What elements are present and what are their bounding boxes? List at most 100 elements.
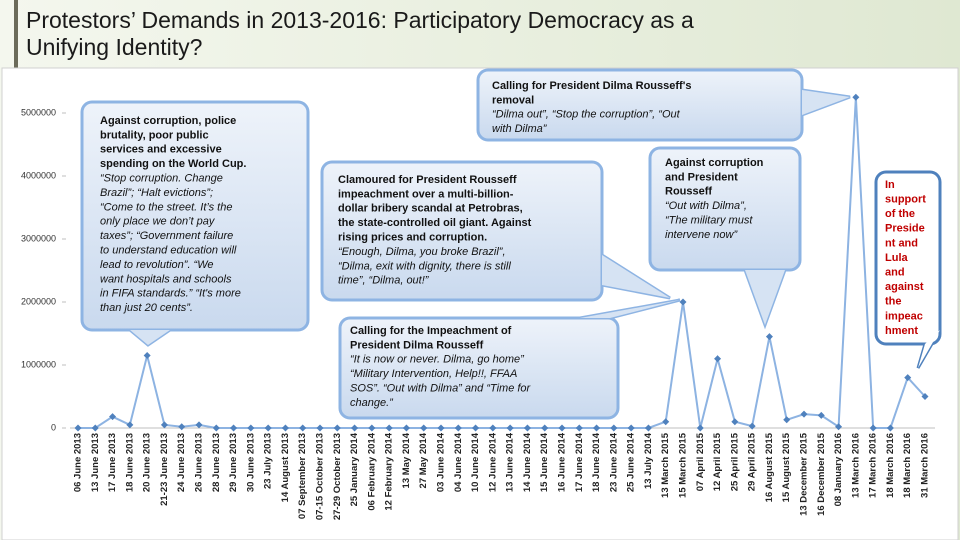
callout-box <box>874 170 942 346</box>
callout-heading: Clamoured for President Rousseff <box>338 174 517 186</box>
x-tick-label: 17 June 2014 <box>574 432 585 492</box>
callout-heading: against <box>885 281 924 293</box>
x-tick-label: 07 September 2013 <box>297 433 308 519</box>
callout-heading: impeachment over a multi-billion- <box>338 188 514 200</box>
data-point <box>575 424 583 432</box>
x-tick-label: 27 May 2014 <box>418 432 429 488</box>
data-point <box>385 424 393 432</box>
x-tick-label: 13 December 2015 <box>799 432 810 516</box>
callout-heading: Against corruption, police <box>100 115 236 127</box>
x-tick-label: 03 June 2014 <box>436 432 447 492</box>
x-tick-label: 15 March 2015 <box>678 432 689 498</box>
data-point <box>91 424 99 432</box>
x-tick-label: 17 June 2013 <box>107 433 118 492</box>
data-point <box>247 424 255 432</box>
x-tick-label: 14 August 2013 <box>280 433 291 502</box>
x-tick-label: 25 January 2014 <box>349 432 360 506</box>
data-point <box>558 424 566 432</box>
callout-heading: President Dilma Rousseff <box>350 339 484 351</box>
callout-heading: the <box>885 296 902 308</box>
data-point <box>437 424 445 432</box>
x-tick-label: 06 February 2014 <box>366 432 377 510</box>
data-point <box>143 352 151 360</box>
callout-quote: “Military Intervention, Help!!, FFAA <box>350 368 517 380</box>
y-tick-label: 1000000 <box>21 359 56 369</box>
callout-quote: Brazil”; “Halt evictions”; <box>100 187 213 199</box>
data-point <box>662 418 670 426</box>
callout-heading: Rousseff <box>665 186 712 198</box>
callout-quote: “It is now or never. Dilma, go home” <box>350 354 525 366</box>
data-point <box>420 424 428 432</box>
data-point <box>506 424 514 432</box>
data-point <box>472 424 480 432</box>
x-tick-label: 17 March 2016 <box>868 433 879 498</box>
data-point <box>264 424 272 432</box>
data-point <box>541 424 549 432</box>
y-tick-label: 0 <box>51 422 56 432</box>
callout-heading: impeac <box>885 310 923 322</box>
x-tick-label: 04 June 2014 <box>453 432 464 492</box>
x-tick-label: 30 June 2013 <box>245 433 256 492</box>
data-point <box>696 424 704 432</box>
callout-quote: “Dilma out”, “Stop the corruption”, “Out <box>492 109 681 121</box>
y-tick-label: 5000000 <box>21 107 56 117</box>
data-point <box>333 424 341 432</box>
callout-heading: brutality, poor public <box>100 129 209 141</box>
callout-quote: in FIFA standards.” “It's more <box>100 288 241 300</box>
y-tick-label: 4000000 <box>21 170 56 180</box>
data-point <box>627 424 635 432</box>
callout-heading: of the <box>885 208 915 220</box>
callout-joint <box>745 270 785 325</box>
callout-joint <box>918 330 940 368</box>
data-point <box>351 424 359 432</box>
x-tick-label: 31 March 2016 <box>920 433 931 498</box>
callout-quote: than just 20 cents”. <box>100 302 193 314</box>
data-point <box>593 424 601 432</box>
data-point <box>230 424 238 432</box>
x-tick-label: 16 June 2014 <box>557 432 568 492</box>
x-tick-label: 12 February 2014 <box>384 432 395 510</box>
x-tick-label: 25 April 2015 <box>729 432 740 491</box>
callout-quote: with Dilma” <box>492 123 548 135</box>
x-tick-label: 07-15 October 2013 <box>315 433 326 520</box>
x-tick-label: 18 March 2016 <box>885 433 896 498</box>
callout-heading: Calling for the Impeachment of <box>350 325 512 337</box>
data-point <box>817 411 825 419</box>
x-tick-label: 28 June 2013 <box>211 433 222 492</box>
data-point <box>835 423 843 431</box>
callout-quote: “Stop corruption. Change <box>100 173 223 185</box>
x-tick-label: 26 June 2013 <box>194 433 205 492</box>
data-point <box>765 333 773 341</box>
callout-heading: dollar bribery scandal at Petrobras, <box>338 203 523 215</box>
callout-heading: Calling for President Dilma Rousseff's <box>492 80 691 92</box>
x-tick-label: 10 June 2014 <box>470 432 481 492</box>
x-tick-label: 13 March 2016 <box>850 433 861 498</box>
data-point <box>454 424 462 432</box>
callout: In support of the Preside nt and Lula and again… <box>874 170 942 369</box>
data-point <box>783 416 791 424</box>
x-tick-label: 15 June 2014 <box>539 432 550 492</box>
data-point <box>368 424 376 432</box>
callout-quote: SOS”. “Out with Dilma” and “Time for <box>350 383 532 395</box>
callout-quote: lead to revolution”. “We <box>100 259 214 271</box>
x-tick-label: 29 June 2013 <box>228 433 239 492</box>
x-tick-label: 24 June 2013 <box>176 433 187 492</box>
x-tick-label: 06 June 2013 <box>73 433 84 492</box>
data-point <box>714 355 722 363</box>
callout-heading: Lula <box>885 252 908 264</box>
data-point <box>886 424 894 432</box>
callout-joint <box>130 330 170 345</box>
callout-box <box>648 146 802 272</box>
data-point <box>160 421 168 429</box>
callout-heading: and <box>885 267 905 279</box>
callout-heading: In <box>885 179 895 191</box>
x-tick-label: 14 June 2014 <box>522 432 533 492</box>
callout: Calling for President Dilma Rousseff's re… <box>476 68 851 142</box>
data-point <box>212 424 220 432</box>
data-point <box>904 374 912 382</box>
data-point <box>731 418 739 426</box>
callout-box <box>320 160 604 302</box>
callout-quote: only place we don’t pay <box>100 216 216 228</box>
callout: Clamoured for President Rousseff impeachm… <box>320 160 671 302</box>
